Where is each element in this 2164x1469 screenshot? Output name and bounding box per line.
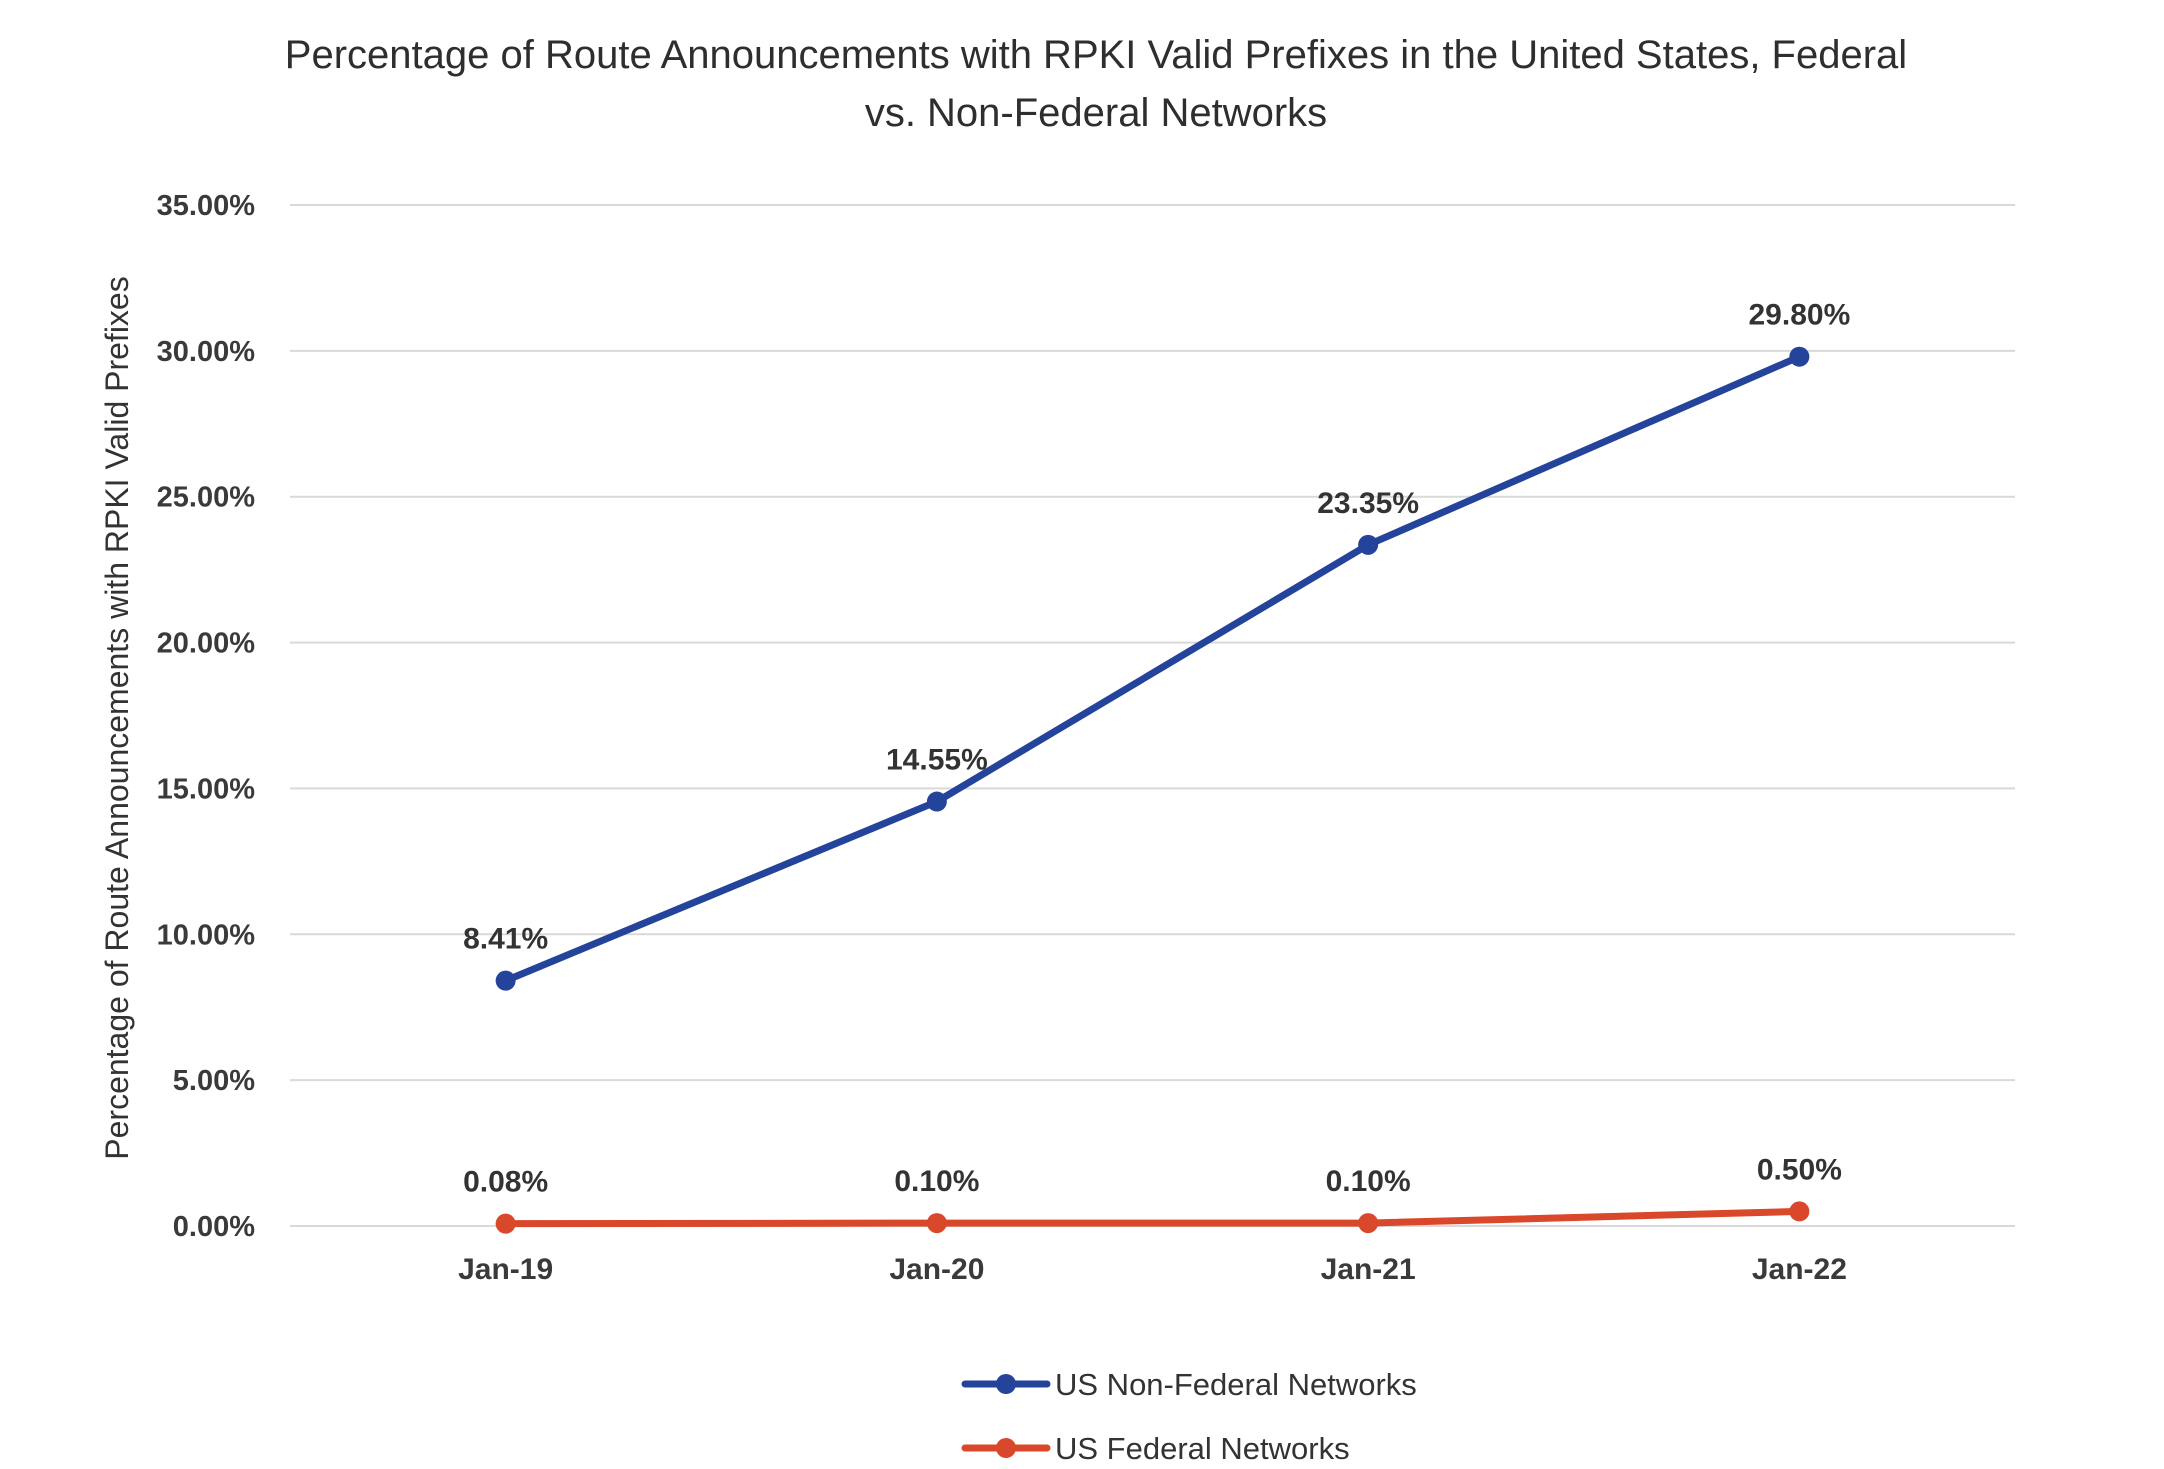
legend-swatch-marker-1 [996,1438,1016,1458]
series-line-1 [502,1207,1803,1228]
y-tick-label-0: 0.00% [173,1211,255,1243]
data-label-1-2: 0.10% [1326,1165,1411,1198]
data-label-1-1: 0.10% [894,1165,979,1198]
series-0: 8.41% 14.55% 23.35% 29.80% [463,299,1850,991]
chart-title: Percentage of Route Announcements with R… [285,33,1907,135]
y-tick-label-5: 25.00% [157,482,256,514]
series-line-0 [502,353,1803,985]
data-point-1-0 [495,1213,516,1234]
x-axis-ticks: Jan-19 Jan-20 Jan-21 Jan-22 [458,1253,1847,1286]
legend-label-1: US Federal Networks [1055,1431,1350,1464]
data-point-0-1 [926,791,947,812]
chart-title-line-1: Percentage of Route Announcements with R… [285,33,1907,77]
y-axis-label: Percentage of Route Announcements with R… [99,276,135,1159]
legend-swatch-marker-0 [996,1374,1016,1394]
data-label-1-3: 0.50% [1757,1153,1842,1186]
y-axis-ticks: 0.00% 5.00% 10.00% 15.00% 20.00% 25.00% 30.00%… [157,190,256,1243]
data-point-1-1 [926,1213,947,1234]
data-point-1-3 [1789,1201,1810,1222]
y-tick-label-6: 30.00% [157,336,256,368]
legend: US Non-Federal Networks US Federal Networ… [961,1367,1417,1466]
data-point-0-0 [495,970,516,991]
data-label-1-0: 0.08% [463,1166,548,1199]
y-tick-label-1: 5.00% [173,1065,255,1097]
gridlines [290,204,2015,1227]
x-tick-label-1: Jan-20 [889,1253,984,1286]
data-point-0-3 [1789,346,1810,367]
legend-item-0: US Non-Federal Networks [961,1367,1417,1402]
series-group: 8.41%14.55%23.35%29.80%0.08% 0.10% 0.10% 0.… [463,299,1850,1234]
series-1: 0.08% 0.10% 0.10% 0.50% [463,1153,1842,1234]
data-label-0-1: 14.55% [886,744,988,777]
data-label-0-0: 8.41% [463,923,548,956]
data-point-1-2 [1358,1213,1379,1234]
y-tick-label-7: 35.00% [157,190,256,222]
data-label-0-3: 29.80% [1749,299,1851,332]
data-label-0-2: 23.35% [1317,487,1419,520]
x-tick-label-0: Jan-19 [458,1253,553,1286]
legend-label-0: US Non-Federal Networks [1055,1367,1417,1402]
x-tick-label-2: Jan-21 [1321,1253,1416,1286]
y-tick-label-3: 15.00% [157,773,256,805]
x-tick-label-3: Jan-22 [1752,1253,1847,1286]
data-point-0-2 [1358,534,1379,555]
y-tick-label-2: 10.00% [157,919,256,951]
chart-title-line-2: vs. Non-Federal Networks [865,91,1327,135]
y-tick-label-4: 20.00% [157,628,256,660]
legend-item-1: US Federal Networks [961,1431,1350,1466]
